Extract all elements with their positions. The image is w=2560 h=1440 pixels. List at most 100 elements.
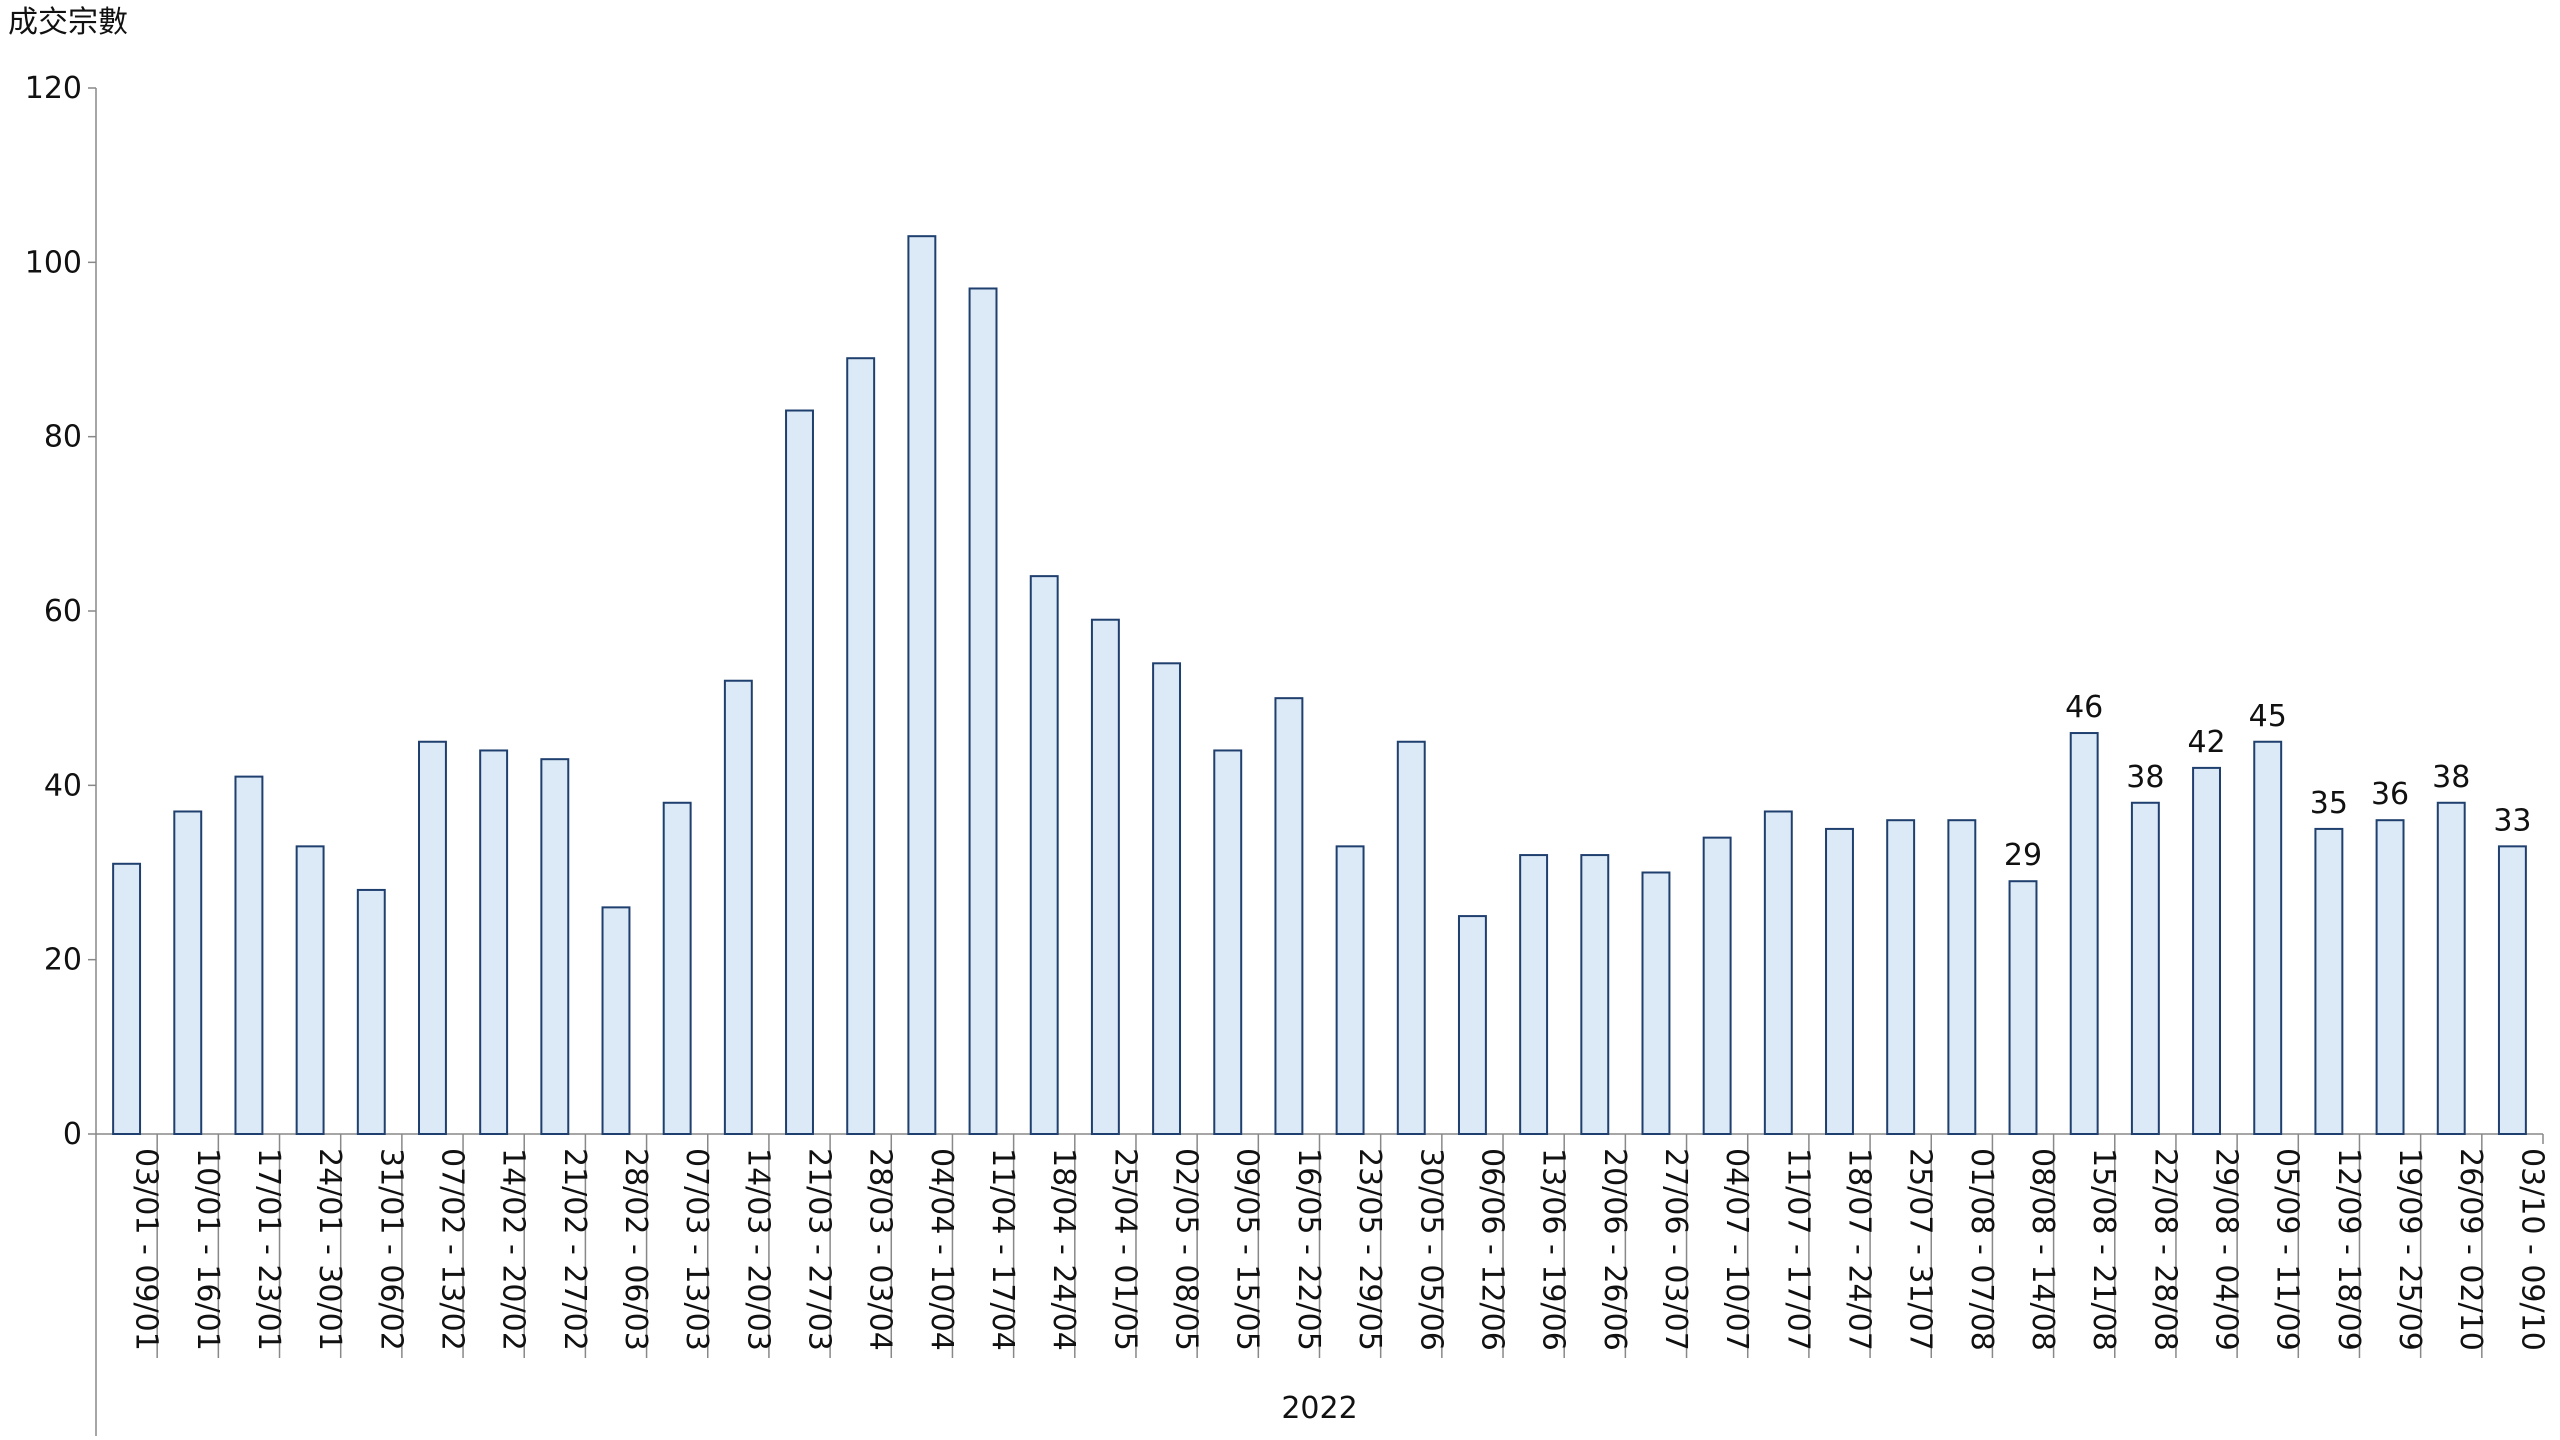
group-label: 2022 [1281, 1391, 1357, 1426]
bar [1947, 819, 1977, 1135]
bar [234, 775, 264, 1135]
bar [1029, 575, 1059, 1135]
data-label: 38 [2432, 760, 2470, 795]
x-tick-label: 30/05 - 05/06 [1413, 1148, 1448, 1351]
bar [112, 862, 142, 1135]
bar [1825, 827, 1854, 1136]
y-axis-title: 成交宗數 [8, 5, 128, 40]
y-tick-label: 40 [44, 768, 82, 803]
x-tick-label: 21/03 - 27/03 [802, 1148, 837, 1351]
data-label: 42 [2187, 725, 2225, 760]
x-tick-label: 12/09 - 18/09 [2331, 1148, 2366, 1351]
bar [1152, 662, 1182, 1135]
data-label: 38 [2126, 760, 2164, 795]
bar [2497, 845, 2527, 1135]
bar [356, 888, 386, 1136]
y-tick-label: 0 [63, 1117, 82, 1152]
bar [601, 906, 631, 1135]
x-tick-label: 01/08 - 07/08 [1964, 1148, 1999, 1351]
bar [1213, 749, 1243, 1135]
bar [2069, 732, 2099, 1135]
x-tick-label: 19/09 - 25/09 [2392, 1148, 2427, 1351]
x-tick-label: 15/08 - 21/08 [2086, 1148, 2121, 1351]
bar [2253, 740, 2283, 1135]
bar [2008, 880, 2038, 1136]
data-label: 36 [2371, 777, 2409, 812]
x-tick-label: 05/09 - 11/09 [2270, 1148, 2305, 1351]
x-tick-label: 26/09 - 02/10 [2453, 1148, 2488, 1351]
y-tick-label: 60 [44, 594, 82, 629]
bar [2375, 819, 2405, 1135]
bar [1763, 810, 1793, 1135]
data-label: 29 [2004, 838, 2042, 873]
x-tick-label: 07/02 - 13/02 [434, 1148, 469, 1351]
bar [2314, 827, 2344, 1136]
bar [2436, 801, 2466, 1135]
x-tick-label: 29/08 - 04/09 [2209, 1148, 2244, 1351]
x-tick-label: 14/03 - 20/03 [740, 1148, 775, 1351]
bar [1457, 915, 1487, 1135]
x-tick-label: 06/06 - 12/06 [1474, 1148, 1509, 1351]
x-tick-label: 18/04 - 24/04 [1046, 1148, 1081, 1351]
bar [723, 679, 753, 1135]
x-tick-label: 31/01 - 06/02 [373, 1148, 408, 1351]
x-tick-label: 11/04 - 17/04 [985, 1148, 1020, 1351]
x-tick-label: 28/03 - 03/04 [863, 1148, 898, 1351]
x-tick-label: 07/03 - 13/03 [679, 1148, 714, 1351]
x-tick-label: 04/04 - 10/04 [924, 1148, 959, 1351]
x-tick-label: 28/02 - 06/03 [618, 1148, 653, 1351]
bar [2130, 801, 2160, 1135]
x-tick-label: 18/07 - 24/07 [1841, 1148, 1876, 1351]
bar [785, 409, 814, 1135]
bar [1886, 819, 1916, 1135]
data-label: 46 [2065, 690, 2103, 725]
x-tick-label: 23/05 - 29/05 [1352, 1148, 1387, 1351]
x-tick-label: 09/05 - 15/05 [1230, 1148, 1265, 1351]
x-tick-label: 16/05 - 22/05 [1291, 1148, 1326, 1351]
bar [907, 235, 937, 1135]
x-tick-label: 13/06 - 19/06 [1536, 1148, 1571, 1351]
y-tick-label: 20 [44, 943, 82, 978]
bar [1580, 854, 1610, 1135]
bar [662, 801, 692, 1135]
data-label: 45 [2249, 699, 2287, 734]
bar [540, 758, 570, 1136]
x-tick-label: 03/10 - 09/10 [2514, 1148, 2549, 1351]
bar [2192, 766, 2221, 1136]
y-tick-label: 80 [44, 420, 82, 455]
y-tick-label: 100 [25, 245, 82, 280]
x-tick-label: 17/01 - 23/01 [251, 1148, 286, 1351]
bar [1702, 836, 1732, 1136]
x-tick-label: 03/01 - 09/01 [129, 1148, 164, 1351]
x-tick-label: 04/07 - 10/07 [1719, 1148, 1754, 1351]
x-tick-label: 21/02 - 27/02 [557, 1148, 592, 1351]
x-tick-label: 22/08 - 28/08 [2147, 1148, 2182, 1351]
x-tick-label: 20/06 - 26/06 [1597, 1148, 1632, 1351]
data-label: 35 [2310, 786, 2348, 821]
bar [1335, 845, 1365, 1135]
bar [1274, 697, 1304, 1136]
x-tick-label: 25/04 - 01/05 [1107, 1148, 1142, 1351]
y-tick-label: 120 [25, 71, 82, 106]
bar [1641, 871, 1671, 1135]
bar [1519, 854, 1549, 1135]
x-tick-label: 25/07 - 31/07 [1903, 1148, 1938, 1351]
bar [295, 845, 325, 1135]
bar [968, 287, 998, 1135]
bar [1090, 618, 1120, 1135]
bar [173, 810, 203, 1135]
x-tick-label: 14/02 - 20/02 [496, 1148, 531, 1351]
data-label: 33 [2493, 803, 2531, 838]
bar [1396, 740, 1426, 1135]
bar [846, 357, 876, 1135]
x-tick-label: 24/01 - 30/01 [312, 1148, 347, 1351]
x-tick-label: 02/05 - 08/05 [1169, 1148, 1204, 1351]
x-tick-label: 27/06 - 03/07 [1658, 1148, 1693, 1351]
bar [479, 749, 509, 1135]
x-tick-label: 08/08 - 14/08 [2025, 1148, 2060, 1351]
bar [418, 740, 447, 1135]
x-tick-label: 11/07 - 17/07 [1780, 1148, 1815, 1351]
x-tick-label: 10/01 - 16/01 [190, 1148, 225, 1351]
